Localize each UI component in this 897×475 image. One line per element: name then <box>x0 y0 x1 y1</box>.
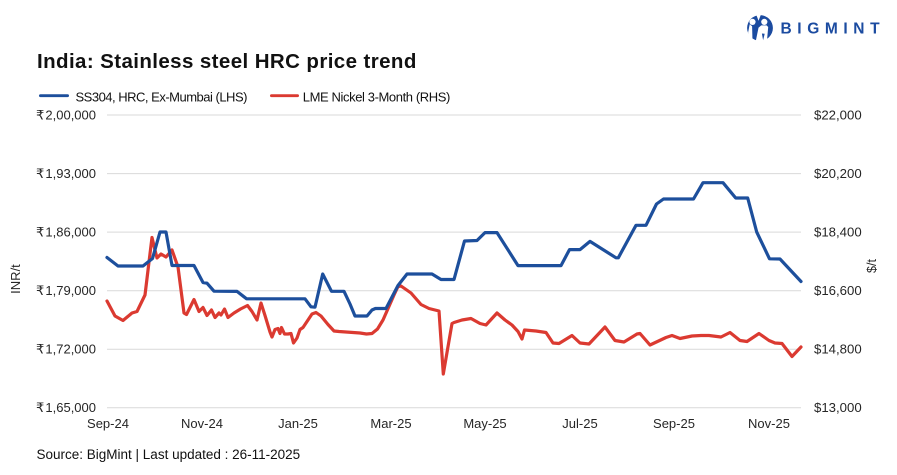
svg-text:$/t: $/t <box>865 259 879 273</box>
svg-text:Nov-24: Nov-24 <box>181 416 223 431</box>
svg-text:$22,000: $22,000 <box>814 108 862 123</box>
svg-text:Sep-25: Sep-25 <box>653 416 695 431</box>
svg-text:SS304, HRC, Ex-Mumbai (LHS): SS304, HRC, Ex-Mumbai (LHS) <box>76 89 248 104</box>
svg-text:May-25: May-25 <box>463 416 506 431</box>
svg-text:₹ 1,93,000: ₹ 1,93,000 <box>36 166 96 181</box>
svg-text:$14,800: $14,800 <box>814 342 862 357</box>
svg-text:₹ 1,72,000: ₹ 1,72,000 <box>36 342 96 357</box>
svg-text:Nov-25: Nov-25 <box>748 416 790 431</box>
svg-text:₹ 1,86,000: ₹ 1,86,000 <box>36 225 96 240</box>
svg-text:₹ 1,79,000: ₹ 1,79,000 <box>36 283 96 298</box>
svg-text:$13,000: $13,000 <box>814 400 862 415</box>
svg-text:Source: BigMint | Last updated: Source: BigMint | Last updated : 26-11-2… <box>37 447 301 462</box>
svg-text:₹ 1,65,000: ₹ 1,65,000 <box>36 400 96 415</box>
svg-text:₹ 2,00,000: ₹ 2,00,000 <box>36 108 96 123</box>
svg-text:$18,400: $18,400 <box>814 225 862 240</box>
svg-text:Sep-24: Sep-24 <box>87 416 129 431</box>
svg-text:India: Stainless steel HRC pri: India: Stainless steel HRC price trend <box>37 50 417 73</box>
svg-text:LME Nickel 3-Month (RHS): LME Nickel 3-Month (RHS) <box>303 89 450 104</box>
svg-text:Jan-25: Jan-25 <box>278 416 318 431</box>
svg-text:$20,200: $20,200 <box>814 166 862 181</box>
svg-text:BIGMINT: BIGMINT <box>781 21 886 38</box>
svg-text:Mar-25: Mar-25 <box>370 416 411 431</box>
svg-text:Jul-25: Jul-25 <box>562 416 597 431</box>
svg-text:$16,600: $16,600 <box>814 283 862 298</box>
svg-text:INR/t: INR/t <box>8 264 23 294</box>
